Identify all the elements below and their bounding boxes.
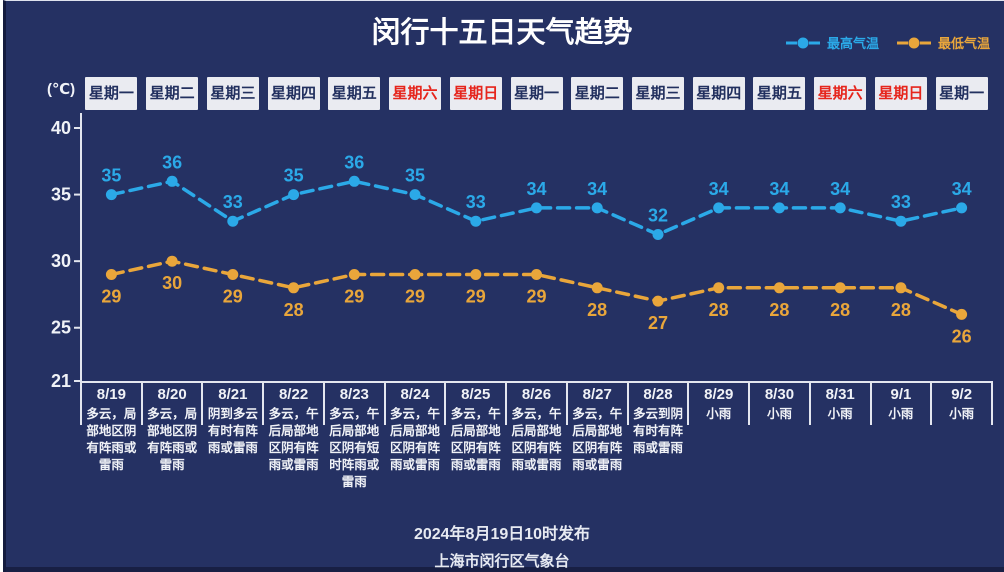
weekday-header-row: 星期一 星期二 星期三 星期四 星期五 星期六 星期日 星期一 星期二 星期三 星期四 星期五 星期六星… (81, 76, 992, 110)
weekday-box: 星期一 (510, 76, 563, 110)
weather-description: 小雨 (827, 407, 853, 421)
date-label: 8/25 (461, 386, 491, 403)
weekday-cell: 星期五 (324, 76, 385, 110)
date-label: 8/21 (218, 386, 248, 403)
date-label: 8/30 (764, 386, 795, 403)
day-column: 8/26 多云，午后局部地区阴有阵雨或雷雨 (505, 381, 567, 491)
publish-time: 2024年8月19日10时发布 (413, 526, 591, 543)
weather-description: 多云，午后局部地区阴有阵雨或雷雨 (268, 407, 319, 472)
date-label: 8/31 (825, 386, 855, 403)
publisher: 上海市闵行区气象台 (434, 553, 570, 570)
date-label: 8/23 (339, 386, 369, 403)
weekday-cell: 星期四 (263, 76, 324, 110)
weekday-box: 星期一 (85, 76, 138, 110)
date-label: 9/2 (951, 386, 973, 403)
day-column: 9/2 小雨 (930, 381, 992, 491)
date-label: 8/27 (582, 386, 612, 403)
day-column: 8/19 多云，局部地区阴有阵雨或雷雨 (80, 381, 142, 491)
weather-description: 小雨 (766, 407, 792, 421)
date-label: 8/26 (521, 386, 552, 403)
weekday-cell: 星期六 (810, 76, 871, 110)
weekday-cell: 星期二 (567, 76, 628, 110)
weekday-cell: 星期三 (628, 76, 689, 110)
day-columns-row: 8/19 多云，局部地区阴有阵雨或雷雨 8/20 多云，局部地区阴有阵雨或雷雨 8/21… (80, 381, 993, 491)
day-column: 8/23 多云，午后局部地区阴有短时阵雨或雷雨 (322, 381, 385, 491)
weekday-box: 星期日 (449, 76, 502, 110)
weekday-cell: 星期一 (506, 76, 567, 110)
weather-description: 多云，午后局部地区阴有阵雨或雷雨 (572, 407, 623, 472)
day-column: 8/20 多云，局部地区阴有阵雨或雷雨 (140, 381, 203, 491)
day-column: 8/25 多云，午后局部地区阴有阵雨或雷雨 (444, 381, 506, 491)
footer: 2024年8月19日10时发布 上海市闵行区气象台 (0, 520, 1004, 571)
weekday-cell: 星期一 (81, 76, 142, 110)
weather-description: 小雨 (949, 407, 975, 421)
weekday-box: 星期二 (571, 76, 624, 110)
weather-description: 多云，午后局部地区阴有短时阵雨或雷雨 (329, 407, 380, 489)
legend-label-max-temp: 最高气温 (826, 36, 879, 51)
weekday-cell: 星期六 (385, 76, 446, 110)
weather-description: 多云到阴有时有阵雨或雷雨 (632, 407, 683, 455)
legend-label-min-temp: 最低气温 (937, 36, 990, 51)
day-column: 8/28 多云到阴有时有阵雨或雷雨 (626, 381, 689, 491)
day-column: 8/31 小雨 (808, 381, 871, 491)
weekday-box: 星期五 (328, 76, 381, 110)
day-column: 8/24 多云，午后局部地区阴有阵雨或雷雨 (383, 381, 446, 491)
day-column: 8/22 多云，午后局部地区阴有阵雨或雷雨 (262, 381, 324, 491)
weather-description: 多云，局部地区阴有阵雨或雷雨 (147, 407, 198, 472)
weather-description: 多云，午后局部地区阴有阵雨或雷雨 (450, 407, 501, 472)
legend-item-max-temp: 最高气温 (785, 33, 879, 52)
weekday-box: 星期四 (267, 76, 320, 110)
weekday-cell: 星期三 (202, 76, 263, 110)
weather-description: 多云，午后局部地区阴有阵雨或雷雨 (511, 407, 562, 472)
date-label: 8/28 (643, 386, 673, 403)
weather-description: 阴到多云有时有阵雨或雷雨 (207, 407, 258, 455)
weekday-box: 星期日 (874, 76, 927, 110)
weekday-cell: 星期二 (142, 76, 203, 110)
day-column: 9/1 小雨 (869, 381, 932, 491)
weather-description: 小雨 (706, 407, 732, 421)
weekday-box: 星期四 (692, 76, 745, 110)
min-temp-marker-icon (896, 37, 931, 48)
date-label: 8/29 (704, 386, 734, 403)
date-label: 8/19 (96, 386, 126, 403)
weekday-box: 星期三 (206, 76, 259, 110)
max-temp-marker-icon (785, 37, 820, 48)
unit-label: (℃) (47, 81, 76, 98)
date-label: 8/22 (278, 386, 309, 403)
day-column: 8/21 阴到多云有时有阵雨或雷雨 (201, 381, 263, 491)
legend-item-min-temp: 最低气温 (896, 33, 990, 52)
chart-legend: 最高气温 最低气温 (785, 33, 990, 52)
weather-description: 小雨 (888, 407, 914, 421)
date-label: 8/24 (400, 386, 430, 403)
date-label: 8/20 (157, 386, 187, 403)
weekday-box: 星期五 (753, 76, 806, 110)
weekday-cell: 星期一 (931, 76, 992, 110)
weekday-cell: 星期日 (871, 76, 932, 110)
day-column: 8/30 小雨 (748, 381, 810, 491)
weather-description: 多云，局部地区阴有阵雨或雷雨 (86, 407, 137, 472)
page-title: 闵行十五日天气趋势 (371, 17, 633, 49)
weather-description: 多云，午后局部地区阴有阵雨或雷雨 (390, 407, 441, 472)
weekday-box: 星期二 (146, 76, 199, 110)
weekday-box: 星期三 (631, 76, 684, 110)
weekday-cell: 星期五 (749, 76, 810, 110)
day-column: 8/29 小雨 (687, 381, 749, 491)
weekday-cell: 星期日 (445, 76, 506, 110)
day-column: 8/27 多云，午后局部地区阴有阵雨或雷雨 (565, 381, 628, 491)
date-label: 9/1 (890, 386, 912, 403)
weekday-cell: 星期四 (688, 76, 749, 110)
weekday-box: 星期六 (814, 76, 867, 110)
weekday-box: 星期一 (935, 76, 988, 110)
weekday-box: 星期六 (389, 76, 442, 110)
